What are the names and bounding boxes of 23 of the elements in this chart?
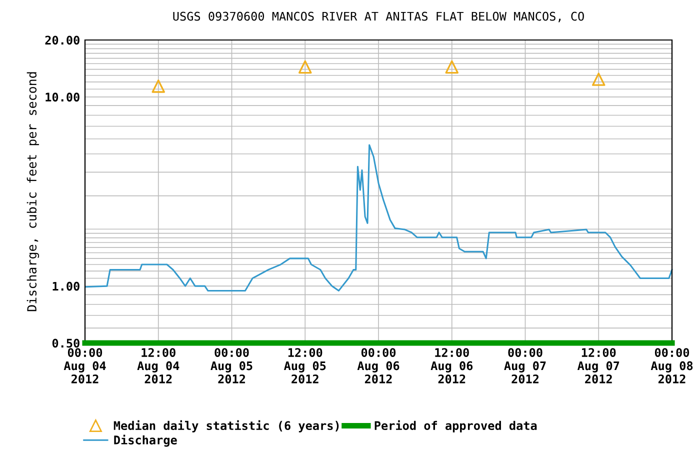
- x-tick-label: 12:00 Aug 04 2012: [137, 348, 180, 384]
- point: [445, 60, 459, 74]
- x-tick-label: 00:00 Aug 05 2012: [210, 348, 252, 384]
- x-tick-label: 12:00 Aug 05 2012: [284, 348, 326, 384]
- y-tick-label: 20.00: [45, 36, 80, 45]
- y-tick-label: 1.00: [52, 282, 80, 291]
- y-tick-label: 10.00: [46, 92, 80, 102]
- x-tick-label: 00:00 Aug 08 2012: [650, 348, 693, 384]
- x-tick-label: 00:00 Aug 07 2012: [504, 348, 546, 384]
- y-axis-title: Discharge, cubic feet per second: [26, 72, 40, 312]
- x-tick-label: 12:00 Aug 06 2012: [430, 348, 473, 384]
- chart-title: USGS 09370600 MANCOS RIVER AT ANITAS FLAT BELOW MANCOS, CO: [173, 12, 584, 22]
- y-tick-label: 0.50: [52, 338, 80, 348]
- legend-label: Discharge: [114, 434, 177, 447]
- line-series: [85, 144, 673, 292]
- point: [298, 60, 312, 74]
- legend-label: Period of approved data: [374, 420, 537, 432]
- point: [152, 80, 166, 93]
- point: [592, 72, 606, 86]
- legend-label: Median daily statistic (6 years): [114, 420, 339, 432]
- x-tick-label: 00:00 Aug 06 2012: [357, 348, 400, 384]
- x-tick-label: 12:00 Aug 07 2012: [577, 348, 620, 384]
- x-tick-label: 00:00 Aug 04 2012: [64, 348, 106, 384]
